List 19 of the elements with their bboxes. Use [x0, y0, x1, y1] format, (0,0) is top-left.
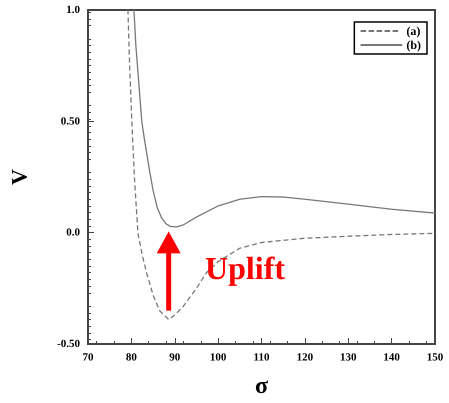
x-tick-label: 80 — [126, 352, 138, 364]
x-tick-label: 150 — [426, 352, 444, 364]
legend-label: (b) — [406, 38, 422, 52]
x-tick-label: 140 — [383, 352, 400, 364]
x-tick-label: 120 — [296, 352, 314, 364]
legend-label: (a) — [406, 24, 420, 38]
annotation: Uplift — [205, 250, 286, 286]
y-tick-label: 1.0 — [66, 4, 80, 16]
y-tick-label: 0.0 — [66, 226, 80, 239]
line-series — [133, 9, 436, 228]
x-axis-title: σ — [254, 373, 268, 399]
y-tick-label: -0.50 — [57, 338, 80, 350]
x-tick-label: 130 — [340, 352, 357, 364]
y-axis-title: V — [6, 168, 32, 185]
x-tick-label: 90 — [169, 352, 181, 364]
x-tick-label: 110 — [254, 352, 270, 364]
x-tick-label: 100 — [210, 352, 227, 364]
y-tick-label: 0.50 — [60, 115, 80, 128]
x-tick-label: 70 — [82, 352, 94, 364]
